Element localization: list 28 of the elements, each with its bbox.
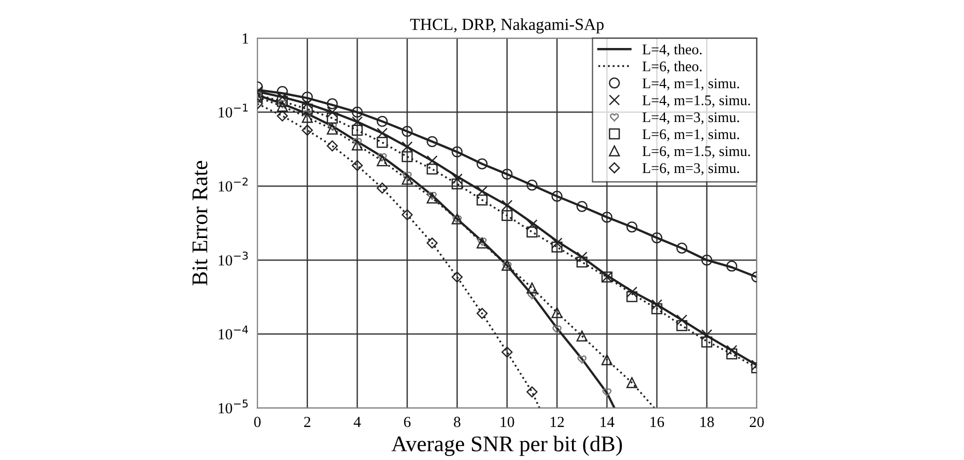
x-tick-label: 18: [700, 416, 714, 428]
y-tick-label: 10$^{−2}$: [218, 178, 248, 192]
legend-label: L=6, m=1, simu.: [642, 129, 740, 142]
y-axis-title: Bit Error Rate: [192, 160, 208, 286]
y-tick-label: 1: [242, 33, 248, 44]
legend-label: L=6, m=3, simu.: [642, 163, 740, 176]
legend-label: L=4, m=3, simu.: [642, 112, 740, 124]
x-tick-label: 20: [750, 416, 764, 428]
legend-label: L=6, theo.: [642, 61, 702, 74]
x-tick-label: 0: [254, 416, 261, 428]
x-tick-label: 2: [304, 416, 310, 427]
x-tick-label: 14: [600, 416, 614, 427]
x-tick-label: 4: [354, 416, 361, 427]
chart-title: THCL, DRP, Nakagami-SAp: [410, 18, 604, 34]
legend-label: L=4, theo.: [642, 44, 702, 56]
y-tick-label: 10$^{−3}$: [218, 252, 248, 266]
legend-label: L=4, m=1.5, simu.: [642, 95, 750, 108]
y-tick-label: 10$^{−1}$: [218, 104, 248, 118]
legend-label: L=4, m=1, simu.: [642, 78, 740, 90]
x-tick-label: 12: [550, 416, 564, 427]
y-tick-label: 10$^{−5}$: [218, 400, 248, 414]
y-tick-label: 10$^{−4}$: [218, 326, 248, 340]
x-axis-title: Average SNR per bit (dB): [391, 436, 622, 456]
legend-label: L=6, m=1.5, simu.: [642, 146, 750, 158]
x-tick-label: 6: [404, 416, 411, 428]
x-tick-label: 10: [500, 416, 514, 428]
x-tick-label: 8: [454, 416, 460, 428]
x-tick-label: 16: [650, 416, 664, 428]
